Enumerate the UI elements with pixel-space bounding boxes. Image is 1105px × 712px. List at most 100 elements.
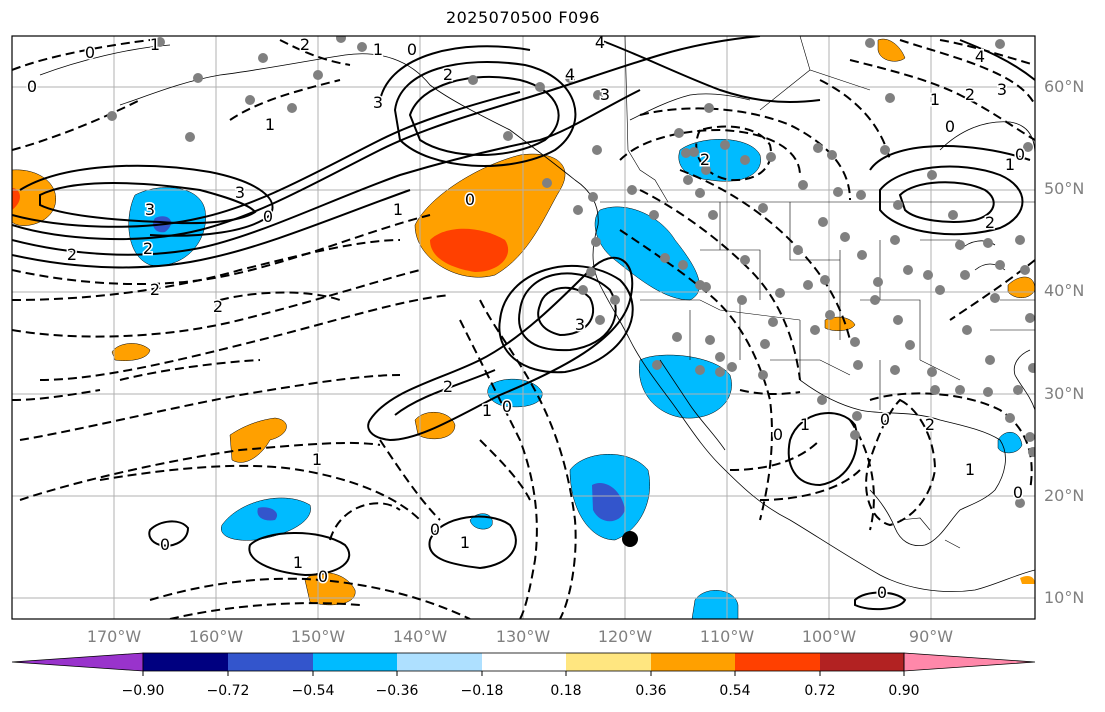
contour-label: 0 — [465, 190, 475, 209]
contour-label: 1 — [150, 35, 160, 54]
colorbar-tick-label: −0.72 — [206, 683, 250, 699]
positive-anomaly-region — [229, 417, 287, 463]
contour-label: 1 — [460, 533, 470, 552]
contour-label: 3 — [235, 183, 245, 202]
contour-label: 1 — [930, 90, 940, 109]
map-title: 2025070500 F096 — [445, 8, 601, 27]
contour-label: 2 — [300, 35, 310, 54]
lon-label-110w: 110°W — [699, 627, 755, 646]
colorbar-segment — [651, 653, 735, 671]
contour-label: 0 — [430, 520, 440, 539]
lat-label-60n: 60°N — [1044, 77, 1085, 96]
lon-label-170w: 170°W — [86, 627, 142, 646]
colorbar-segment — [566, 653, 651, 671]
contour-label: 3 — [575, 315, 585, 334]
contour-label: 1 — [265, 115, 275, 134]
colorbar — [11, 652, 1036, 676]
colorbar-segment — [228, 653, 313, 671]
contour-label: 0 — [318, 567, 328, 586]
contour-label: 0 — [880, 410, 890, 429]
positive-anomaly-region — [12, 188, 20, 210]
colorbar-segment — [820, 653, 904, 671]
contour-label: 0 — [773, 425, 783, 444]
contour-label: 0 — [27, 77, 37, 96]
negative-anomaly-region — [592, 482, 625, 522]
lon-label-160w: 160°W — [188, 627, 244, 646]
colorbar-tick-label: −0.36 — [375, 683, 419, 699]
contour-label: 0 — [877, 583, 887, 602]
colorbar-segment — [143, 653, 228, 671]
station-markers — [107, 36, 1035, 508]
colorbar-tick-label: −0.54 — [291, 683, 335, 699]
contour-label: 0 — [263, 207, 273, 226]
positive-anomaly-region — [430, 228, 509, 272]
colorbar-segment — [11, 652, 144, 672]
lat-label-10n: 10°N — [1044, 588, 1085, 607]
lat-lon-grid — [12, 36, 1035, 619]
contour-label: 4 — [975, 47, 985, 66]
contour-label: 1 — [800, 415, 810, 434]
contour-label: 0 — [502, 397, 512, 416]
dashed-contours — [12, 39, 1035, 619]
lat-label-30n: 30°N — [1044, 384, 1085, 403]
contour-label: 1 — [482, 401, 492, 420]
positive-anomaly-region — [12, 169, 57, 226]
colorbar-tick-label: 0.90 — [888, 683, 920, 699]
colorbar-segment — [903, 652, 1036, 672]
lon-label-150w: 150°W — [290, 627, 346, 646]
map-frame — [11, 35, 1036, 620]
lon-label-130w: 130°W — [495, 627, 551, 646]
contour-label: 1 — [393, 200, 403, 219]
contour-label: 0 — [85, 43, 95, 62]
colorbar-segment — [313, 653, 397, 671]
contour-label: 3 — [997, 80, 1007, 99]
shaded-anomaly-regions — [12, 38, 1035, 619]
political-borders — [600, 36, 1035, 549]
colorbar-segment — [735, 653, 820, 671]
map-panel: 0 1 2 0 1 0 4 3 2 3 1 4 3 2 0 1 0 2 2 2 … — [11, 33, 1036, 620]
negative-anomaly-region — [257, 507, 278, 521]
contour-label: 2 — [213, 297, 223, 316]
colorbar-segment — [482, 653, 566, 671]
colorbar-tick-label: −0.18 — [460, 683, 504, 699]
colorbar-tick-label: 0.18 — [550, 683, 582, 699]
contour-label: 0 — [1015, 145, 1025, 164]
positive-anomaly-region — [111, 343, 151, 361]
contour-label: 2 — [925, 415, 935, 434]
contour-label: 0 — [407, 40, 417, 59]
colorbar-segment — [397, 653, 482, 671]
contour-label: 2 — [443, 65, 453, 84]
lon-label-140w: 140°W — [392, 627, 448, 646]
contour-label: 0 — [160, 535, 170, 554]
lon-label-90w: 90°W — [908, 627, 954, 646]
negative-anomaly-region — [487, 378, 543, 408]
contour-label: 0 — [1013, 483, 1023, 502]
contour-label: 4 — [595, 33, 605, 52]
lat-label-20n: 20°N — [1044, 486, 1085, 505]
contour-label: 2 — [143, 239, 153, 258]
lon-label-100w: 100°W — [801, 627, 857, 646]
contour-label: 2 — [965, 85, 975, 104]
colorbar-tick-label: 0.72 — [804, 683, 836, 699]
contour-label: 2 — [150, 280, 160, 299]
contour-labels: 0 1 2 0 1 0 4 3 2 3 1 4 3 2 0 1 0 2 2 2 … — [25, 33, 1026, 604]
contour-label: 2 — [443, 377, 453, 396]
contour-label: 1 — [1005, 155, 1015, 174]
colorbar-tick-label: 0.36 — [635, 683, 667, 699]
contour-label: 2 — [67, 245, 77, 264]
contour-label: 3 — [145, 200, 155, 219]
colorbar-tick-label: −0.90 — [121, 683, 165, 699]
contour-label: 3 — [373, 93, 383, 112]
contour-label: 0 — [945, 117, 955, 136]
contour-label: 3 — [600, 85, 610, 104]
contour-label: 2 — [700, 150, 710, 169]
contour-label: 1 — [312, 450, 322, 469]
lat-label-40n: 40°N — [1044, 281, 1085, 300]
storm-center-marker — [622, 531, 638, 547]
contour-label: 1 — [373, 40, 383, 59]
lon-label-120w: 120°W — [597, 627, 653, 646]
positive-anomaly-region — [1020, 576, 1035, 584]
contour-label: 2 — [985, 213, 995, 232]
lat-label-50n: 50°N — [1044, 179, 1085, 198]
contour-label: 4 — [565, 65, 575, 84]
